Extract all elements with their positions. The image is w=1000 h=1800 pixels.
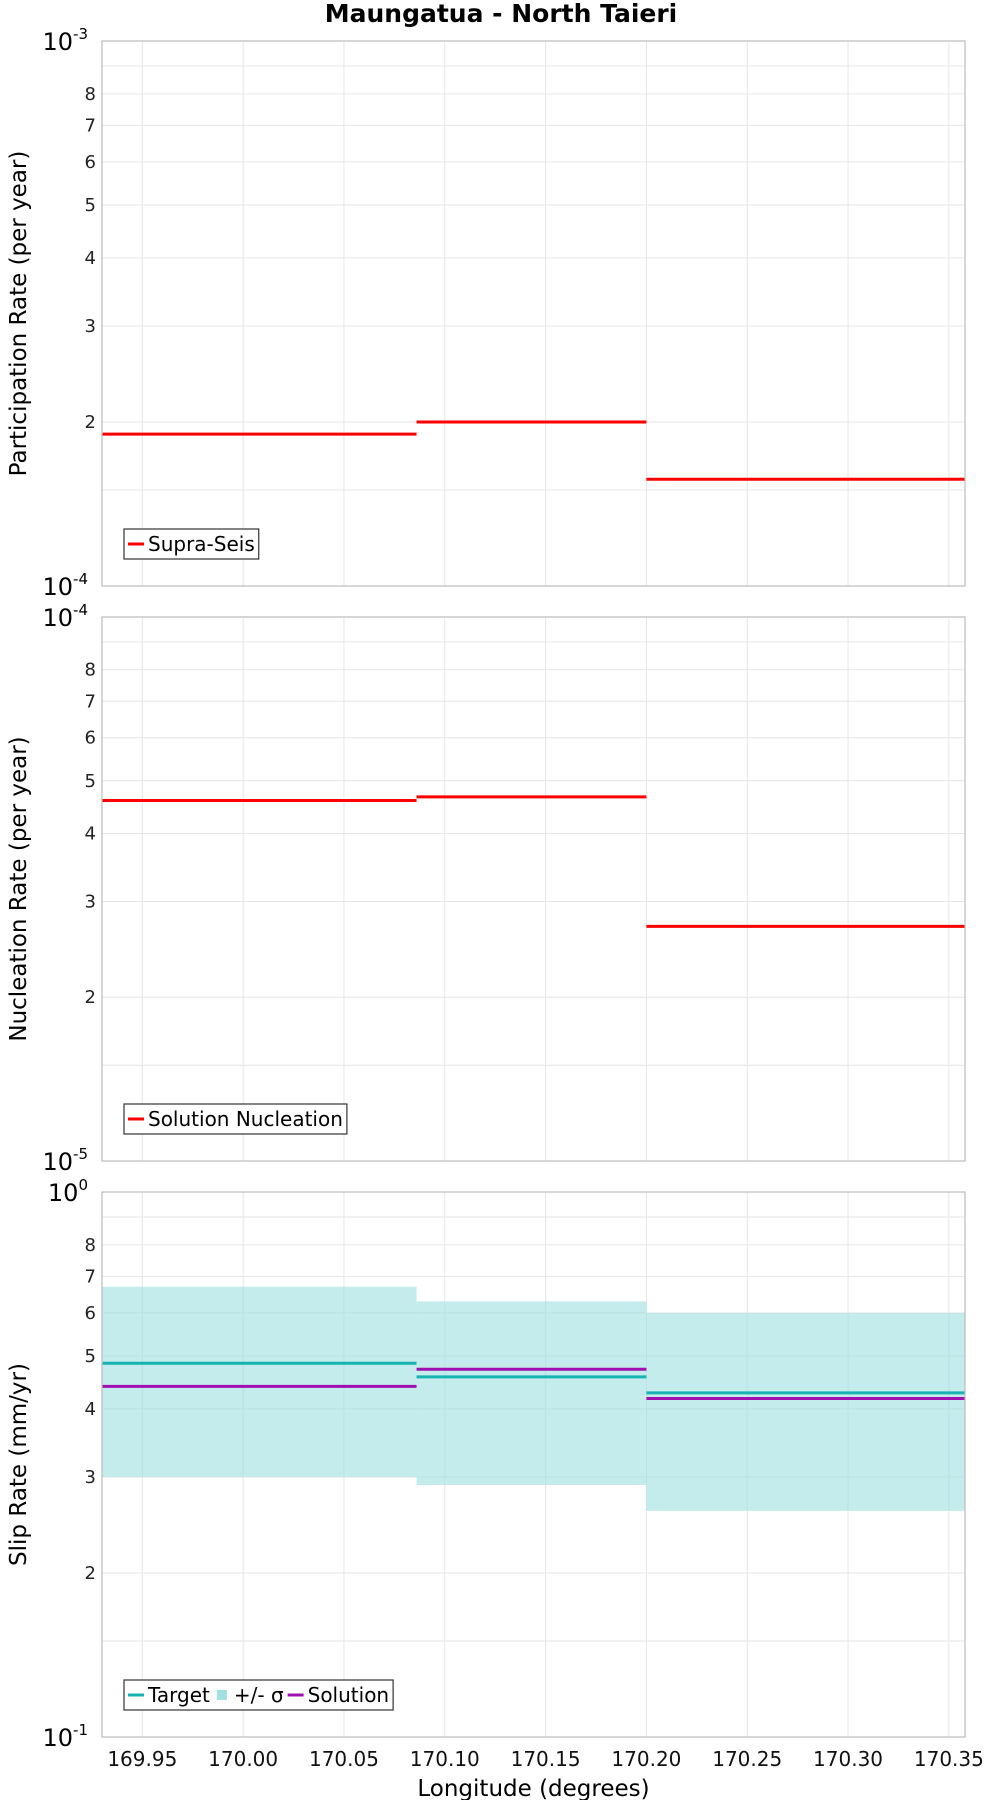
x-tick-label: 170.10: [410, 1747, 480, 1771]
y-axis-label: Nucleation Rate (per year): [6, 736, 32, 1041]
legend-box: [123, 1103, 348, 1135]
x-axis-label: Longitude (degrees): [417, 1776, 649, 1800]
y-tick-label: 4: [85, 248, 96, 269]
y-tick-label: 3: [85, 1467, 96, 1488]
y-axis-label: Participation Rate (per year): [6, 151, 32, 477]
panel-2: 10-4 10-5 8 7 6 5 4 3 2 Nucleation Rate (per year…: [6, 601, 966, 1176]
y-axis-label: Slip Rate (mm/yr): [6, 1363, 32, 1566]
x-tick-label: 170.30: [813, 1747, 883, 1771]
x-tick-label: 170.05: [309, 1747, 379, 1771]
legend-label-sigma: +/- σ: [234, 1683, 284, 1707]
y-tick-label: 5: [85, 1346, 96, 1367]
sigma-band-segment: [102, 1286, 417, 1477]
sigma-band-segment: [646, 1312, 965, 1511]
legend-box: [123, 1679, 394, 1711]
y-tick-label: 7: [85, 1266, 96, 1287]
legend-swatch-sigma: [216, 1690, 227, 1700]
x-tick-label: 170.35: [914, 1747, 984, 1771]
y-tick-label: 5: [85, 195, 96, 216]
legend: Solution Nucleation: [123, 1103, 348, 1135]
legend: Target +/- σ Solution: [123, 1679, 394, 1711]
y-tick-label: 6: [85, 728, 96, 749]
panel-1: 10-3 10-4 8 7 6 5 4 3 2 Participation Rate (per y…: [6, 25, 966, 601]
y-major-tick-label: 100: [48, 1176, 88, 1207]
y-tick-label: 6: [85, 1303, 96, 1324]
x-tick-label: 170.00: [208, 1747, 278, 1771]
x-tick-label: 170.15: [511, 1747, 581, 1771]
y-tick-label: 8: [85, 84, 96, 105]
sigma-band-segment: [416, 1301, 647, 1485]
x-tick-label: 169.95: [107, 1747, 177, 1771]
legend-label-supra-seis: Supra-Seis: [148, 532, 255, 556]
legend-box: [123, 528, 260, 560]
y-major-tick-label: 10-5: [42, 1145, 88, 1176]
y-tick-label: 5: [85, 771, 96, 792]
y-tick-label: 8: [85, 660, 96, 681]
y-tick-label: 3: [85, 316, 96, 337]
x-tick-label: 170.20: [611, 1747, 681, 1771]
legend-label-solution-nucleation: Solution Nucleation: [148, 1107, 343, 1131]
legend-label-target: Target: [147, 1683, 210, 1707]
y-tick-label: 3: [85, 891, 96, 912]
y-major-tick-label: 10-4: [42, 570, 88, 601]
y-major-tick-label: 10-4: [42, 601, 88, 632]
legend: Supra-Seis: [123, 528, 260, 560]
y-tick-label: 6: [85, 152, 96, 173]
y-tick-label: 8: [85, 1235, 96, 1256]
plot-border: [101, 616, 966, 1162]
panel-3: 100 10-1 8 7 6 5 4 3 2 Slip Rate (mm/yr) 169.95 170…: [6, 1176, 984, 1800]
y-major-tick-label: 10-1: [42, 1721, 88, 1752]
chart-title: Maungatua - North Taieri: [325, 0, 678, 28]
y-tick-label: 2: [85, 987, 96, 1008]
y-tick-label: 4: [85, 823, 96, 844]
y-major-tick-label: 10-3: [42, 25, 88, 56]
plot-border: [101, 40, 966, 587]
y-tick-label: 7: [85, 691, 96, 712]
x-tick-label: 170.25: [712, 1747, 782, 1771]
y-tick-label: 7: [85, 115, 96, 136]
y-tick-label: 4: [85, 1399, 96, 1420]
y-tick-label: 2: [85, 1563, 96, 1584]
plot-border: [101, 1191, 966, 1738]
legend-label-solution: Solution: [308, 1683, 389, 1707]
y-tick-label: 2: [85, 412, 96, 433]
